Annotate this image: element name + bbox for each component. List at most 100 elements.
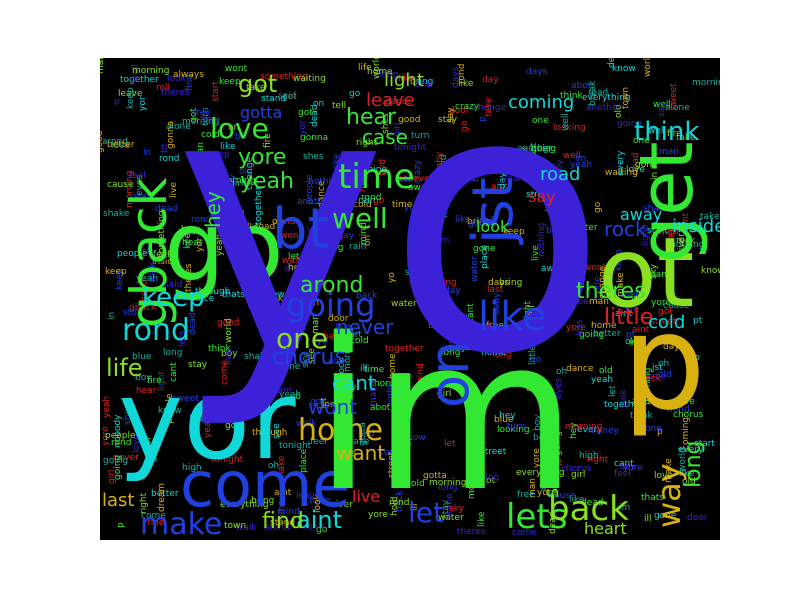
filler-word: start [562, 250, 583, 260]
filler-word: let [319, 397, 329, 409]
filler-word: home [481, 348, 507, 358]
filler-word: ot [486, 476, 496, 486]
filler-word: yore [623, 463, 643, 473]
filler-word: shake [643, 204, 670, 214]
filler-word: change [245, 156, 255, 190]
filler-word: inside [593, 276, 603, 303]
filler-word: dead [310, 105, 320, 127]
filler-word: rond [389, 498, 409, 508]
filler-word: day [619, 462, 636, 472]
word-rond: yeah [240, 169, 294, 194]
filler-word: in [564, 216, 572, 226]
filler-word: dance [566, 364, 594, 374]
filler-word: love [626, 165, 645, 175]
filler-word: dream [157, 483, 167, 512]
filler-word: place [299, 448, 309, 473]
filler-word: in [335, 233, 343, 243]
filler-word: morning [467, 462, 477, 499]
filler-word: shes [381, 113, 391, 134]
filler-word: high [579, 451, 599, 461]
filler-word: well [450, 313, 468, 323]
filler-word: girl [107, 470, 117, 484]
filler-word: p [657, 427, 663, 437]
filler-word: rain [485, 186, 502, 196]
filler-word: pt [693, 316, 703, 326]
filler-word: keep [503, 227, 525, 237]
filler-word: dead [188, 313, 198, 335]
filler-word: morning [565, 422, 602, 432]
filler-word: town [309, 496, 331, 506]
filler-word: days [488, 278, 510, 288]
filler-word: good [398, 115, 420, 125]
filler-word: turn [507, 422, 525, 432]
word-come: come [180, 448, 351, 521]
filler-word: street [650, 317, 677, 327]
filler-word: oh [658, 359, 669, 369]
word-cold: cant [332, 371, 376, 395]
filler-word: shes [303, 152, 324, 162]
filler-word: water [470, 256, 480, 282]
filler-word: change [598, 265, 608, 299]
filler-word: better [533, 433, 561, 443]
word-well: got [238, 70, 277, 98]
filler-word: walk [296, 419, 317, 429]
filler-word: think [208, 344, 231, 354]
filler-word: lets [575, 319, 585, 336]
filler-word: blue [494, 415, 514, 425]
filler-word: every [678, 445, 704, 455]
filler-word: tonight [394, 143, 427, 153]
word-got: time [338, 157, 415, 197]
filler-word: stay [335, 231, 355, 241]
filler-word: in [199, 288, 207, 298]
filler-word: start [647, 226, 668, 236]
filler-word: cold [201, 130, 220, 140]
filler-word: good [100, 131, 105, 153]
filler-word: gotta [423, 471, 447, 481]
filler-word: days [526, 67, 548, 77]
filler-word: dead [581, 498, 603, 508]
filler-word: bt [640, 156, 650, 166]
filler-word: said [572, 247, 582, 265]
filler-word: day [228, 174, 238, 191]
filler-word: yo [387, 272, 397, 283]
filler-word: yor [204, 191, 214, 206]
filler-word: go [222, 183, 232, 195]
word-on: on [418, 341, 481, 408]
filler-word: day [663, 342, 680, 352]
filler-word: blue [132, 352, 152, 362]
filler-word: day [498, 172, 508, 189]
filler-word: hold [390, 497, 400, 516]
filler-word: river [677, 233, 687, 254]
word-never: never [336, 315, 394, 339]
filler-word: on [313, 99, 324, 109]
filler-word: boy [555, 159, 565, 176]
filler-word: yeah [502, 174, 524, 184]
filler-word: place [480, 244, 490, 269]
filler-word: leave [118, 89, 143, 99]
filler-word: know [701, 266, 720, 276]
filler-word: cold [226, 210, 245, 220]
filler-word: man [196, 142, 206, 162]
filler-word: im [619, 503, 630, 513]
filler-word: in [629, 338, 637, 348]
filler-word: road [588, 88, 608, 98]
filler-word: going [103, 456, 128, 466]
filler-word: take [350, 437, 370, 447]
filler-word: right [386, 383, 396, 405]
filler-word: go [460, 120, 470, 132]
filler-word: dance [237, 403, 247, 431]
filler-word: love [132, 434, 142, 453]
filler-word: sky [449, 504, 465, 514]
filler-word: jst [289, 300, 301, 310]
filler-word: place [190, 294, 215, 304]
filler-word: back [543, 178, 565, 188]
filler-word: leave [296, 491, 321, 501]
filler-word: nobody [226, 225, 236, 259]
filler-word: free [486, 321, 504, 331]
filler-word: door [687, 513, 708, 523]
filler-word: time [200, 115, 221, 125]
filler-word: morning [692, 78, 720, 88]
filler-word: shake [103, 209, 130, 219]
filler-word: everything [516, 468, 565, 478]
filler-word: yore [101, 426, 111, 446]
